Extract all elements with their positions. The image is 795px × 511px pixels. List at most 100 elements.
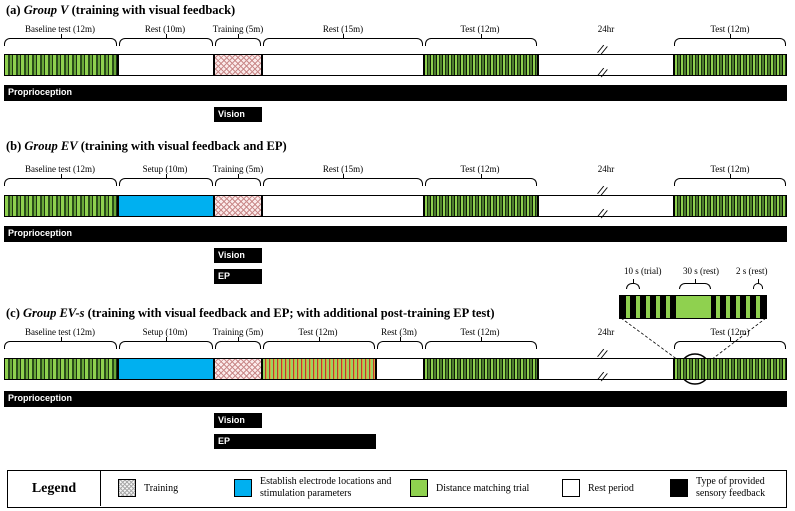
training-block — [214, 195, 262, 217]
legend-establish-label: Establish electrode locations and stimul… — [260, 476, 392, 499]
training-block — [214, 358, 262, 380]
brace — [674, 337, 786, 349]
ep-bar-b: EP — [214, 269, 262, 284]
label-setup-b: Setup (10m) — [142, 164, 188, 174]
rest-24hr-block — [538, 195, 674, 217]
training-block — [214, 54, 262, 76]
panel-c-rest: (training with visual feedback and EP; w… — [84, 306, 495, 320]
legend-title: Legend — [8, 471, 101, 506]
vision-bar-b: Vision — [214, 248, 262, 263]
inset-rest30-label: 30 s (rest) — [683, 266, 719, 276]
brace — [4, 34, 117, 46]
legend: Legend Training Establish electrode loca… — [7, 470, 787, 508]
label-test-c0: Test (12m) — [298, 327, 338, 337]
baseline-test-block — [4, 358, 118, 380]
proprioception-bar-a: Proprioception — [4, 85, 787, 101]
panel-b-group: Group EV — [24, 139, 78, 153]
brace — [263, 34, 423, 46]
inset-rest2-label: 2 s (rest) — [736, 266, 768, 276]
label-rest15-b: Rest (15m) — [322, 164, 364, 174]
label-test-a2: Test (12m) — [710, 24, 750, 34]
test-block — [674, 195, 787, 217]
inset-rest-segment — [679, 296, 711, 318]
label-24hr-a: 24hr — [597, 24, 615, 34]
brace — [679, 279, 711, 289]
panel-b-title: (b) Group EV (training with visual feedb… — [6, 139, 287, 154]
legend-feedback-label: Type of provided sensory feedback — [696, 476, 766, 499]
rest-block — [262, 54, 424, 76]
legend-rest-swatch — [562, 479, 580, 497]
brace — [263, 337, 375, 349]
baseline-test-block — [4, 195, 118, 217]
legend-setup-swatch — [234, 479, 252, 497]
label-baseline-a: Baseline test (12m) — [25, 24, 95, 34]
rest-24hr-block — [538, 358, 674, 380]
legend-feedback-swatch — [670, 479, 688, 497]
brace — [377, 337, 423, 349]
rest-block — [118, 54, 214, 76]
panel-b-rest: (training with visual feedback and EP) — [77, 139, 287, 153]
test-block — [424, 358, 538, 380]
label-rest15-a: Rest (15m) — [322, 24, 364, 34]
label-test-b1: Test (12m) — [460, 164, 500, 174]
brace — [626, 279, 640, 289]
brace — [425, 174, 537, 186]
label-test-c2: Test (12m) — [710, 327, 750, 337]
brace — [119, 174, 213, 186]
test-block — [674, 54, 787, 76]
rest-block — [376, 358, 424, 380]
inset-trial-label: 10 s (trial) — [624, 266, 662, 276]
label-test-b2: Test (12m) — [710, 164, 750, 174]
label-rest3-c: Rest (3m) — [381, 327, 417, 337]
panel-c-group: Group EV-s — [23, 306, 85, 320]
brace — [215, 337, 261, 349]
label-rest10-a: Rest (10m) — [144, 24, 186, 34]
proprioception-bar-c: Proprioception — [4, 391, 787, 407]
legend-rest-label: Rest period — [588, 483, 634, 494]
brace — [215, 174, 261, 186]
panel-a-rest: (training with visual feedback) — [68, 3, 236, 17]
brace — [4, 337, 117, 349]
rest-block — [262, 195, 424, 217]
label-baseline-b: Baseline test (12m) — [25, 164, 95, 174]
test-block — [424, 195, 538, 217]
panel-a-prefix: (a) — [6, 3, 24, 17]
label-training-a: Training (5m) — [212, 24, 264, 34]
test-block — [674, 358, 787, 380]
legend-distance-label: Distance matching trial — [436, 483, 530, 494]
ep-bar-c: EP — [214, 434, 376, 449]
brace — [425, 34, 537, 46]
panel-c-prefix: (c) — [6, 306, 23, 320]
brace — [674, 174, 786, 186]
setup-block — [118, 358, 214, 380]
legend-distance-swatch — [410, 479, 428, 497]
vision-bar-c: Vision — [214, 413, 262, 428]
brace — [753, 279, 763, 289]
test-block — [424, 54, 538, 76]
panel-b-prefix: (b) — [6, 139, 25, 153]
panel-a-title: (a) Group V (training with visual feedba… — [6, 3, 235, 18]
brace — [4, 174, 117, 186]
label-24hr-b: 24hr — [597, 164, 615, 174]
brace — [263, 174, 423, 186]
setup-block — [118, 195, 214, 217]
label-training-c: Training (5m) — [212, 327, 264, 337]
panel-c-title: (c) Group EV-s (training with visual fee… — [6, 306, 495, 321]
brace — [674, 34, 786, 46]
baseline-test-block — [4, 54, 118, 76]
rest-24hr-block — [538, 54, 674, 76]
vision-bar-a: Vision — [214, 107, 262, 122]
panel-a-group: Group V — [23, 3, 69, 17]
legend-training-swatch — [118, 479, 136, 497]
label-training-b: Training (5m) — [212, 164, 264, 174]
label-test-a1: Test (12m) — [460, 24, 500, 34]
brace — [425, 337, 537, 349]
brace — [215, 34, 261, 46]
brace — [119, 34, 213, 46]
brace — [119, 337, 213, 349]
proprioception-bar-b: Proprioception — [4, 226, 787, 242]
ep-test-block — [262, 358, 376, 380]
label-test-c1: Test (12m) — [460, 327, 500, 337]
label-baseline-c: Baseline test (12m) — [25, 327, 95, 337]
